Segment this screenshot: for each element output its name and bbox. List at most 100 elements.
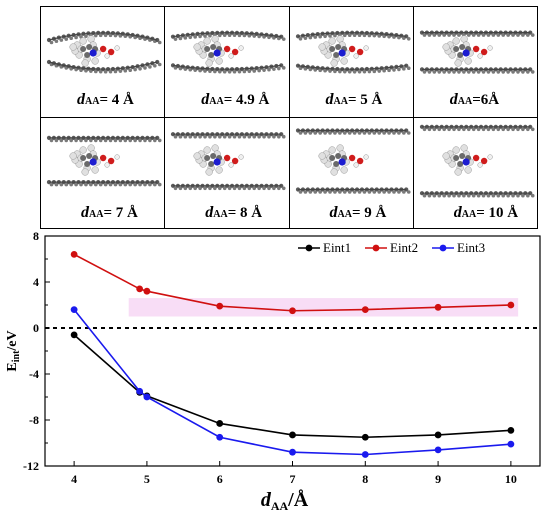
interlayer-distance-caption: dAA= 9 Å <box>330 204 387 222</box>
structure-panel: dAA= 7 Å <box>40 117 166 229</box>
equals-sign: = <box>476 205 489 221</box>
interlayer-distance-caption: dAA= 10 Å <box>454 204 518 222</box>
graphene-sheet <box>419 191 535 198</box>
data-point <box>361 306 369 313</box>
molecule-image <box>171 30 286 74</box>
data-point <box>289 448 296 456</box>
graphene-sheet <box>295 128 411 135</box>
x-tick-label: 7 <box>290 472 296 486</box>
distance-value: 6Å <box>480 92 500 108</box>
adsorbed-molecule <box>317 35 369 67</box>
structure-panel: dAA= 4.9 Å <box>164 6 290 118</box>
aa-subscript: AA <box>89 209 104 220</box>
data-point <box>216 433 224 441</box>
legend-marker <box>439 244 447 252</box>
data-point <box>70 331 78 339</box>
data-point <box>70 306 78 313</box>
data-point <box>507 440 515 448</box>
equals-sign: = <box>347 92 361 108</box>
equals-sign: = <box>103 205 116 221</box>
structure-panel: dAA= 9 Å <box>288 117 414 229</box>
structure-panel: dAA= 8 Å <box>164 117 290 229</box>
adsorbed-molecule <box>442 144 493 176</box>
y-tick-label: -8 <box>29 413 39 427</box>
data-point <box>361 433 369 441</box>
adsorbed-molecule <box>317 144 369 176</box>
aa-subscript: AA <box>461 209 477 220</box>
y-tick-label: 8 <box>33 229 39 243</box>
data-point <box>136 387 144 395</box>
legend-marker <box>305 244 313 252</box>
interlayer-distance-caption: dAA= 4.9 Å <box>201 91 269 109</box>
d-symbol: d <box>453 204 462 221</box>
d-symbol: d <box>205 204 214 221</box>
aa-subscript: AA <box>457 96 473 107</box>
x-axis-label-sub: AA <box>271 499 289 510</box>
graphene-sheet <box>46 30 162 45</box>
interlayer-distance-caption: dAA= 7 Å <box>81 204 138 222</box>
graphene-sheet <box>419 30 535 37</box>
distance-value: 5 Å <box>360 92 383 108</box>
equals-sign: = <box>99 92 112 108</box>
aa-subscript: AA <box>337 209 352 220</box>
distance-value: 4 Å <box>111 92 134 108</box>
adsorbed-molecule <box>69 144 120 176</box>
d-symbol: d <box>449 91 458 108</box>
graphene-sheet <box>46 135 162 143</box>
highlight-band <box>128 298 519 317</box>
molecule-image <box>171 132 286 191</box>
data-point <box>507 426 515 434</box>
data-point <box>361 451 369 458</box>
structure-panel: dAA= 10 Å <box>412 117 538 229</box>
graphene-sheet <box>295 63 411 74</box>
aa-subscript: AA <box>213 209 228 220</box>
graphene-sheet <box>419 67 535 74</box>
data-point <box>289 307 296 315</box>
y-tick-label: -12 <box>23 459 39 473</box>
graphene-sheet <box>171 63 286 74</box>
data-point <box>434 431 442 439</box>
molecule-image <box>295 30 411 74</box>
legend-label: Eint3 <box>457 240 485 255</box>
aa-subscript: AA <box>333 96 348 107</box>
interlayer-distance-caption: dAA= 8 Å <box>205 204 262 222</box>
equals-sign: = <box>472 92 481 108</box>
distance-value: 8 Å <box>240 205 263 221</box>
adsorbed-molecule <box>442 35 493 67</box>
molecule-image <box>419 124 535 198</box>
distance-value: 9 Å <box>364 205 387 221</box>
graphene-sheet <box>171 183 286 191</box>
data-point <box>507 301 515 309</box>
x-tick-label: 5 <box>144 472 150 486</box>
x-tick-label: 9 <box>435 472 441 486</box>
interaction-energy-chart: 8 4 0 -4 -8 -12 4 5 6 7 8 9 10 Eint/eV dAA/Å Eint1 Eint2… <box>5 229 541 510</box>
graphene-sheet <box>46 180 162 187</box>
interlayer-distance-caption: dAA= 4 Å <box>77 91 134 109</box>
molecule-image <box>295 128 411 194</box>
y-tick-label: -4 <box>29 367 39 381</box>
graphene-sheet <box>419 124 535 132</box>
distance-value: 7 Å <box>115 205 138 221</box>
data-point <box>143 287 151 295</box>
legend-label: Eint1 <box>323 240 351 255</box>
aa-subscript: AA <box>209 96 224 107</box>
y-axis-label-unit: /eV <box>5 330 20 351</box>
data-point <box>434 446 442 454</box>
molecule-image <box>46 30 162 74</box>
data-point <box>289 431 296 439</box>
legend-marker <box>372 244 380 252</box>
data-point <box>216 302 224 310</box>
graphene-sheet <box>171 30 286 41</box>
structure-panel: dAA=6Å <box>412 6 538 118</box>
d-symbol: d <box>201 91 210 108</box>
aa-subscript: AA <box>85 96 100 107</box>
interlayer-distance-caption: dAA= 5 Å <box>326 91 383 109</box>
series-line <box>73 334 511 439</box>
molecule-image <box>46 135 162 187</box>
x-axis-label-unit: /Å <box>287 488 309 510</box>
x-tick-label: 4 <box>71 472 77 486</box>
y-axis-label-main: E <box>5 362 20 371</box>
legend-label: Eint2 <box>390 240 418 255</box>
data-point <box>143 393 151 401</box>
